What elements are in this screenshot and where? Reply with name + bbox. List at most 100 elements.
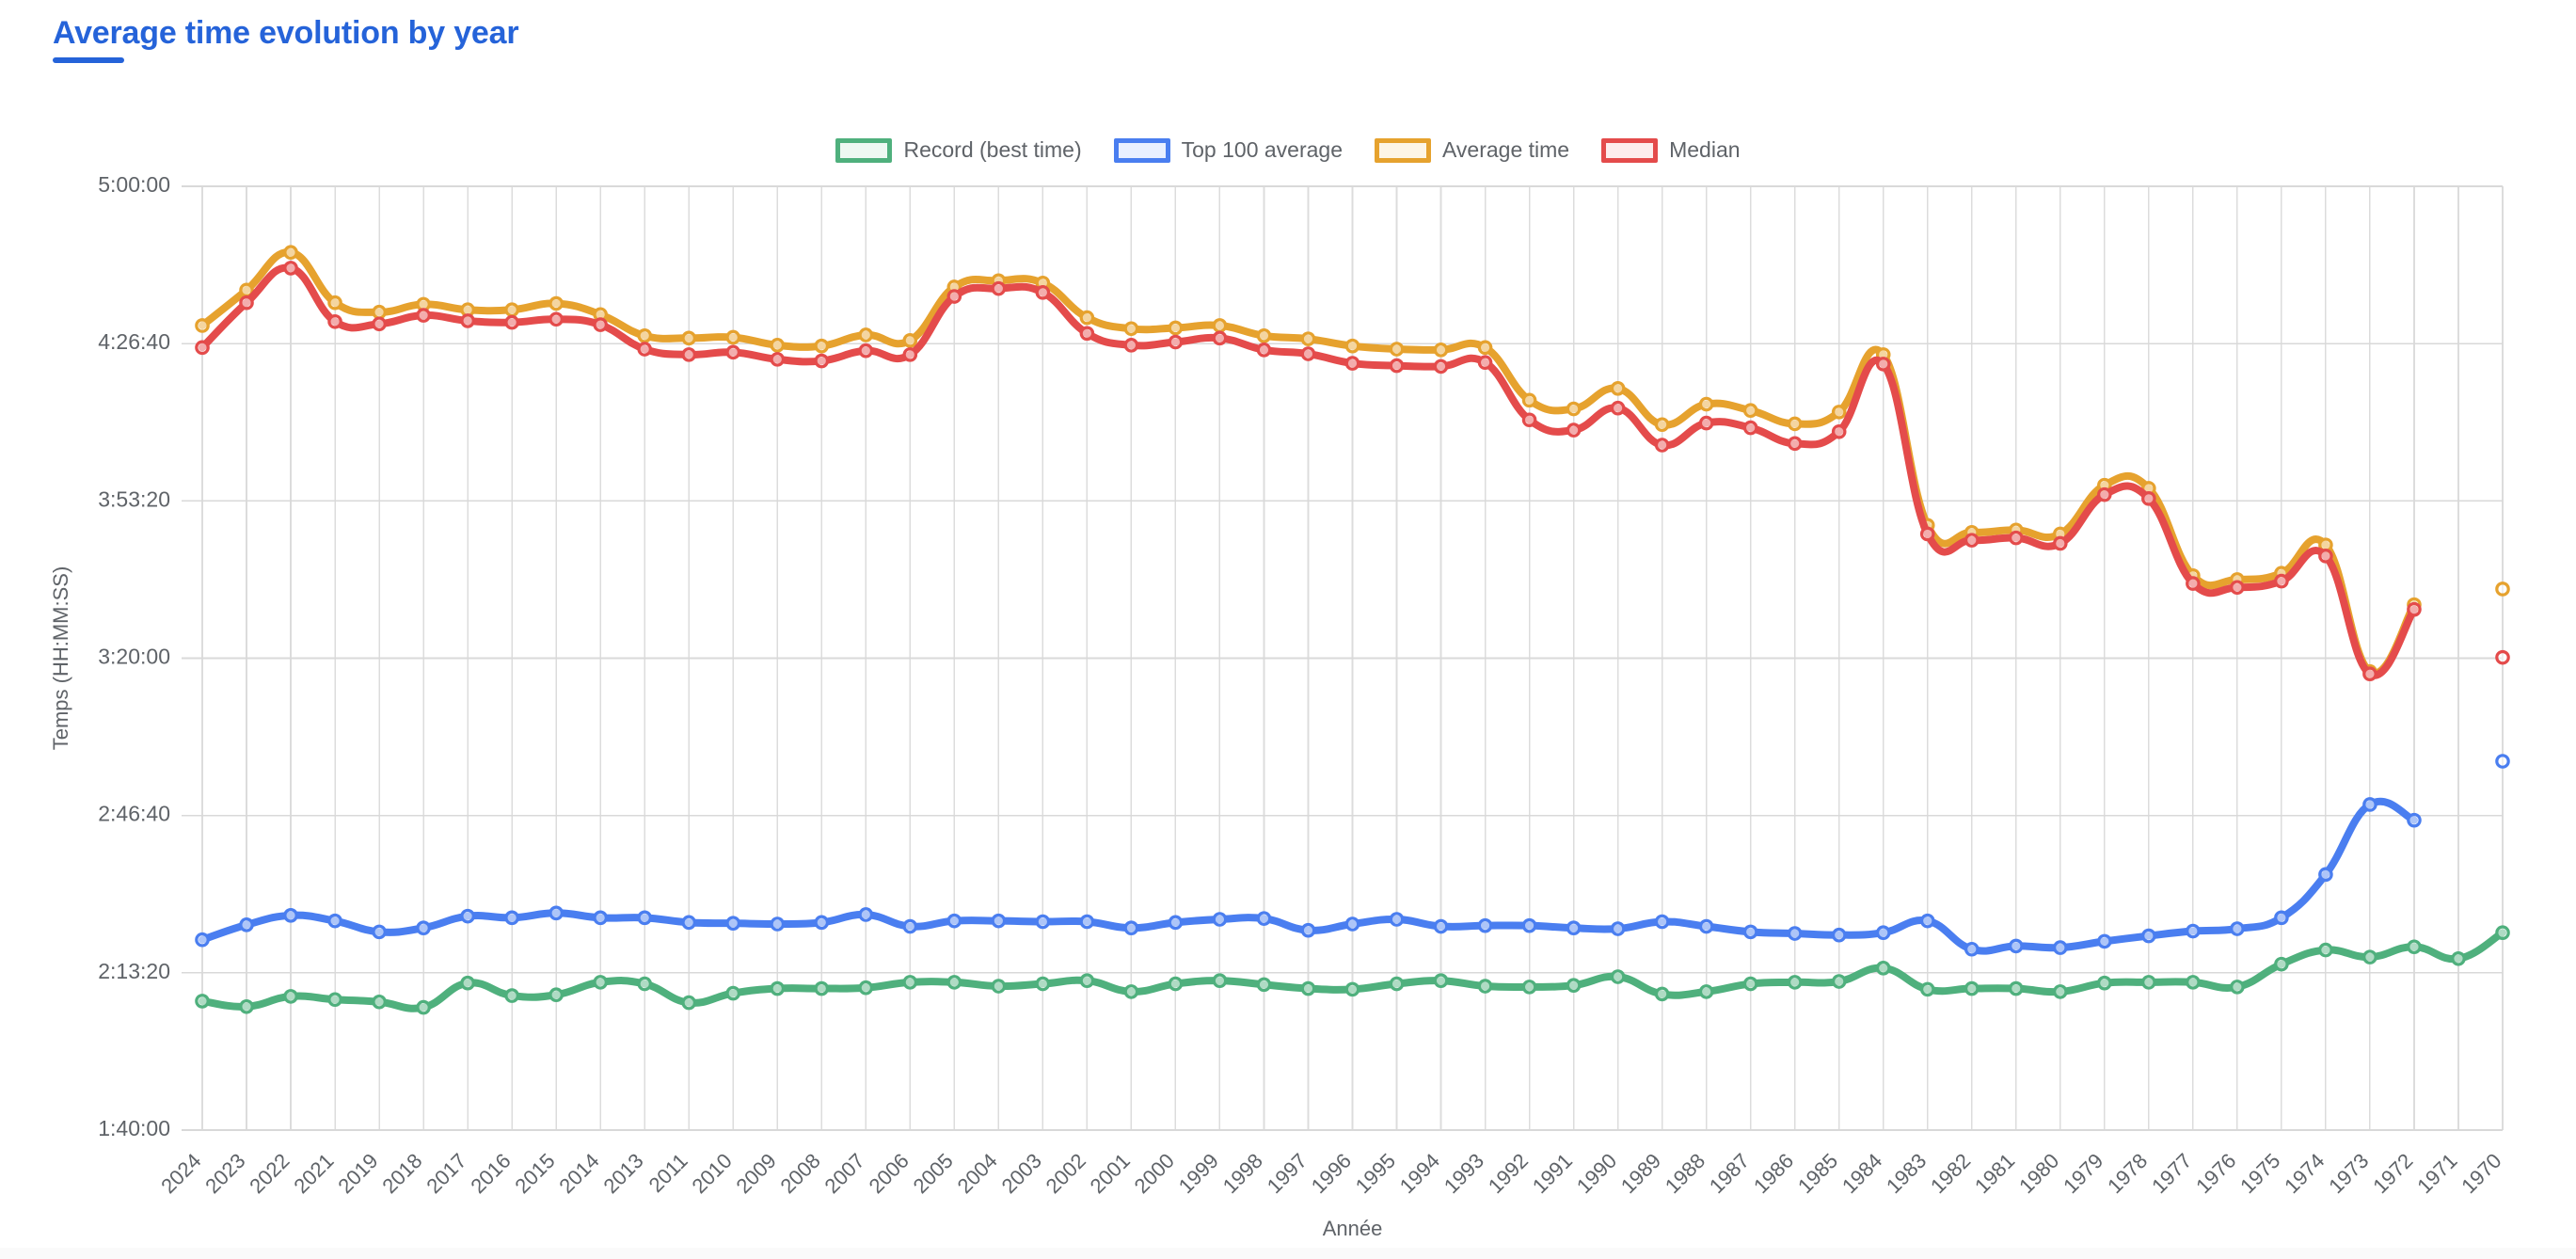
series-point[interactable]: [858, 343, 874, 359]
series-point[interactable]: [1123, 984, 1139, 999]
series-point[interactable]: [2318, 867, 2333, 883]
series-point[interactable]: [460, 908, 475, 924]
series-point[interactable]: [2230, 980, 2245, 995]
series-point[interactable]: [1212, 973, 1228, 988]
series-point[interactable]: [946, 975, 962, 990]
series-point[interactable]: [1256, 328, 1272, 343]
series-point[interactable]: [1610, 969, 1626, 984]
series-point[interactable]: [2407, 601, 2422, 617]
series-0[interactable]: [195, 925, 2510, 1015]
series-point[interactable]: [2274, 910, 2289, 926]
series-point[interactable]: [1831, 405, 1847, 420]
series-point[interactable]: [1875, 357, 1891, 372]
series-point[interactable]: [372, 994, 387, 1010]
series-point[interactable]: [2230, 580, 2245, 596]
series-2[interactable]: [195, 245, 2510, 679]
series-point[interactable]: [1919, 913, 1935, 929]
series-point[interactable]: [372, 304, 387, 320]
series-point[interactable]: [2362, 666, 2377, 682]
series-point[interactable]: [2274, 573, 2289, 589]
series-point[interactable]: [770, 338, 786, 353]
series-point[interactable]: [725, 985, 741, 1001]
series-point[interactable]: [991, 979, 1007, 994]
series-point[interactable]: [416, 999, 431, 1015]
series-point[interactable]: [1521, 392, 1537, 408]
series-point[interactable]: [1212, 330, 1228, 346]
series-point[interactable]: [283, 261, 298, 276]
series-3[interactable]: [195, 261, 2510, 682]
series-point[interactable]: [2053, 940, 2068, 955]
series-point[interactable]: [1610, 400, 1626, 416]
series-point[interactable]: [2495, 754, 2510, 769]
series-point[interactable]: [2008, 938, 2024, 954]
series-point[interactable]: [549, 295, 564, 311]
series-point[interactable]: [1964, 980, 1980, 996]
series-point[interactable]: [1654, 914, 1670, 930]
series-point[interactable]: [2451, 950, 2466, 966]
series-point[interactable]: [1610, 381, 1626, 396]
series-point[interactable]: [1256, 343, 1272, 358]
series-point[interactable]: [1566, 920, 1582, 935]
series-point[interactable]: [1831, 974, 1847, 989]
series-point[interactable]: [1300, 346, 1316, 361]
series-point[interactable]: [1964, 533, 1980, 548]
series-point[interactable]: [504, 302, 519, 318]
series-point[interactable]: [681, 995, 697, 1011]
series-point[interactable]: [416, 308, 431, 323]
series-point[interactable]: [239, 295, 254, 311]
series-point[interactable]: [504, 988, 519, 1003]
series-point[interactable]: [2230, 921, 2245, 936]
series-point[interactable]: [1212, 318, 1228, 333]
series-point[interactable]: [814, 338, 830, 354]
series-point[interactable]: [2495, 582, 2510, 597]
series-point[interactable]: [460, 313, 475, 328]
series-point[interactable]: [283, 908, 298, 923]
series-point[interactable]: [1919, 981, 1935, 997]
series-point[interactable]: [195, 318, 210, 333]
series-point[interactable]: [1344, 338, 1360, 354]
series-point[interactable]: [1389, 976, 1405, 992]
series-point[interactable]: [1742, 924, 1758, 940]
series-point[interactable]: [1300, 980, 1316, 996]
series-point[interactable]: [2097, 486, 2112, 502]
series-point[interactable]: [725, 344, 741, 360]
legend-item-2[interactable]: Average time: [1375, 137, 1569, 163]
series-point[interactable]: [195, 994, 210, 1009]
series-point[interactable]: [549, 987, 564, 1003]
series-point[interactable]: [195, 932, 210, 948]
series-point[interactable]: [504, 910, 519, 926]
series-point[interactable]: [1079, 310, 1095, 326]
series-point[interactable]: [2318, 942, 2333, 958]
series-point[interactable]: [1079, 326, 1095, 342]
series-point[interactable]: [327, 992, 342, 1008]
series-point[interactable]: [991, 280, 1007, 296]
series-point[interactable]: [770, 916, 786, 932]
series-point[interactable]: [1344, 356, 1360, 371]
series-point[interactable]: [681, 347, 697, 362]
series-point[interactable]: [814, 980, 830, 996]
series-point[interactable]: [2407, 812, 2422, 828]
series-point[interactable]: [1079, 914, 1095, 930]
series-point[interactable]: [1566, 422, 1582, 438]
series-point[interactable]: [239, 917, 254, 932]
series-point[interactable]: [283, 245, 298, 261]
series-point[interactable]: [1521, 917, 1537, 933]
series-point[interactable]: [1256, 911, 1272, 926]
series-point[interactable]: [770, 980, 786, 996]
series-point[interactable]: [1964, 941, 1980, 957]
series-point[interactable]: [1742, 420, 1758, 436]
series-point[interactable]: [1300, 922, 1316, 938]
series-point[interactable]: [637, 976, 652, 992]
series-point[interactable]: [327, 313, 342, 329]
series-point[interactable]: [2186, 923, 2201, 939]
series-point[interactable]: [1742, 403, 1758, 419]
series-point[interactable]: [858, 327, 874, 343]
series-point[interactable]: [1168, 915, 1184, 931]
series-point[interactable]: [1610, 921, 1626, 936]
series-point[interactable]: [1433, 343, 1449, 358]
series-point[interactable]: [1919, 526, 1935, 542]
series-point[interactable]: [2274, 956, 2289, 972]
series-point[interactable]: [593, 910, 608, 926]
series-point[interactable]: [725, 916, 741, 931]
series-point[interactable]: [2186, 975, 2201, 990]
